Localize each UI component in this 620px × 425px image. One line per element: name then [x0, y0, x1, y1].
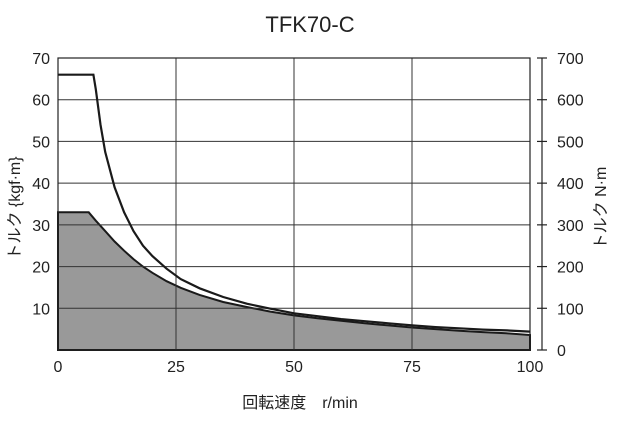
chart-title: TFK70-C	[265, 12, 354, 37]
y-right-tick-label-600: 600	[557, 93, 584, 110]
x-tick-label-75: 75	[403, 359, 421, 376]
y-right-tick-label-100: 100	[557, 301, 584, 318]
y-left-tick-label-60: 60	[32, 93, 50, 110]
y-left-tick-label-70: 70	[32, 51, 50, 68]
y-left-tick-label-10: 10	[32, 301, 50, 318]
y-axis-right-label: トルク N·m	[592, 167, 610, 250]
x-tick-label-0: 0	[54, 359, 63, 376]
max-torque-line	[58, 73, 531, 333]
y-left-tick-label-30: 30	[32, 218, 50, 235]
y-left-tick-label-40: 40	[32, 176, 50, 193]
y-axis-left-label: トルク {kgf·m}	[6, 156, 24, 260]
y-right-tick-label-400: 400	[557, 176, 584, 193]
x-tick-label-50: 50	[285, 359, 303, 376]
x-tick-label-100: 100	[517, 359, 544, 376]
y-right-tick-label-200: 200	[557, 260, 584, 277]
y-right-tick-label-300: 300	[557, 218, 584, 235]
y-left-tick-label-20: 20	[32, 260, 50, 277]
y-right-tick-label-0: 0	[557, 343, 566, 360]
y-left-tick-label-50: 50	[32, 134, 50, 151]
x-tick-label-25: 25	[167, 359, 185, 376]
y-right-tick-label-700: 700	[557, 51, 584, 68]
x-axis-label: 回転速度 r/min	[242, 394, 358, 412]
y-right-tick-label-500: 500	[557, 134, 584, 151]
plot-frame	[57, 57, 531, 351]
